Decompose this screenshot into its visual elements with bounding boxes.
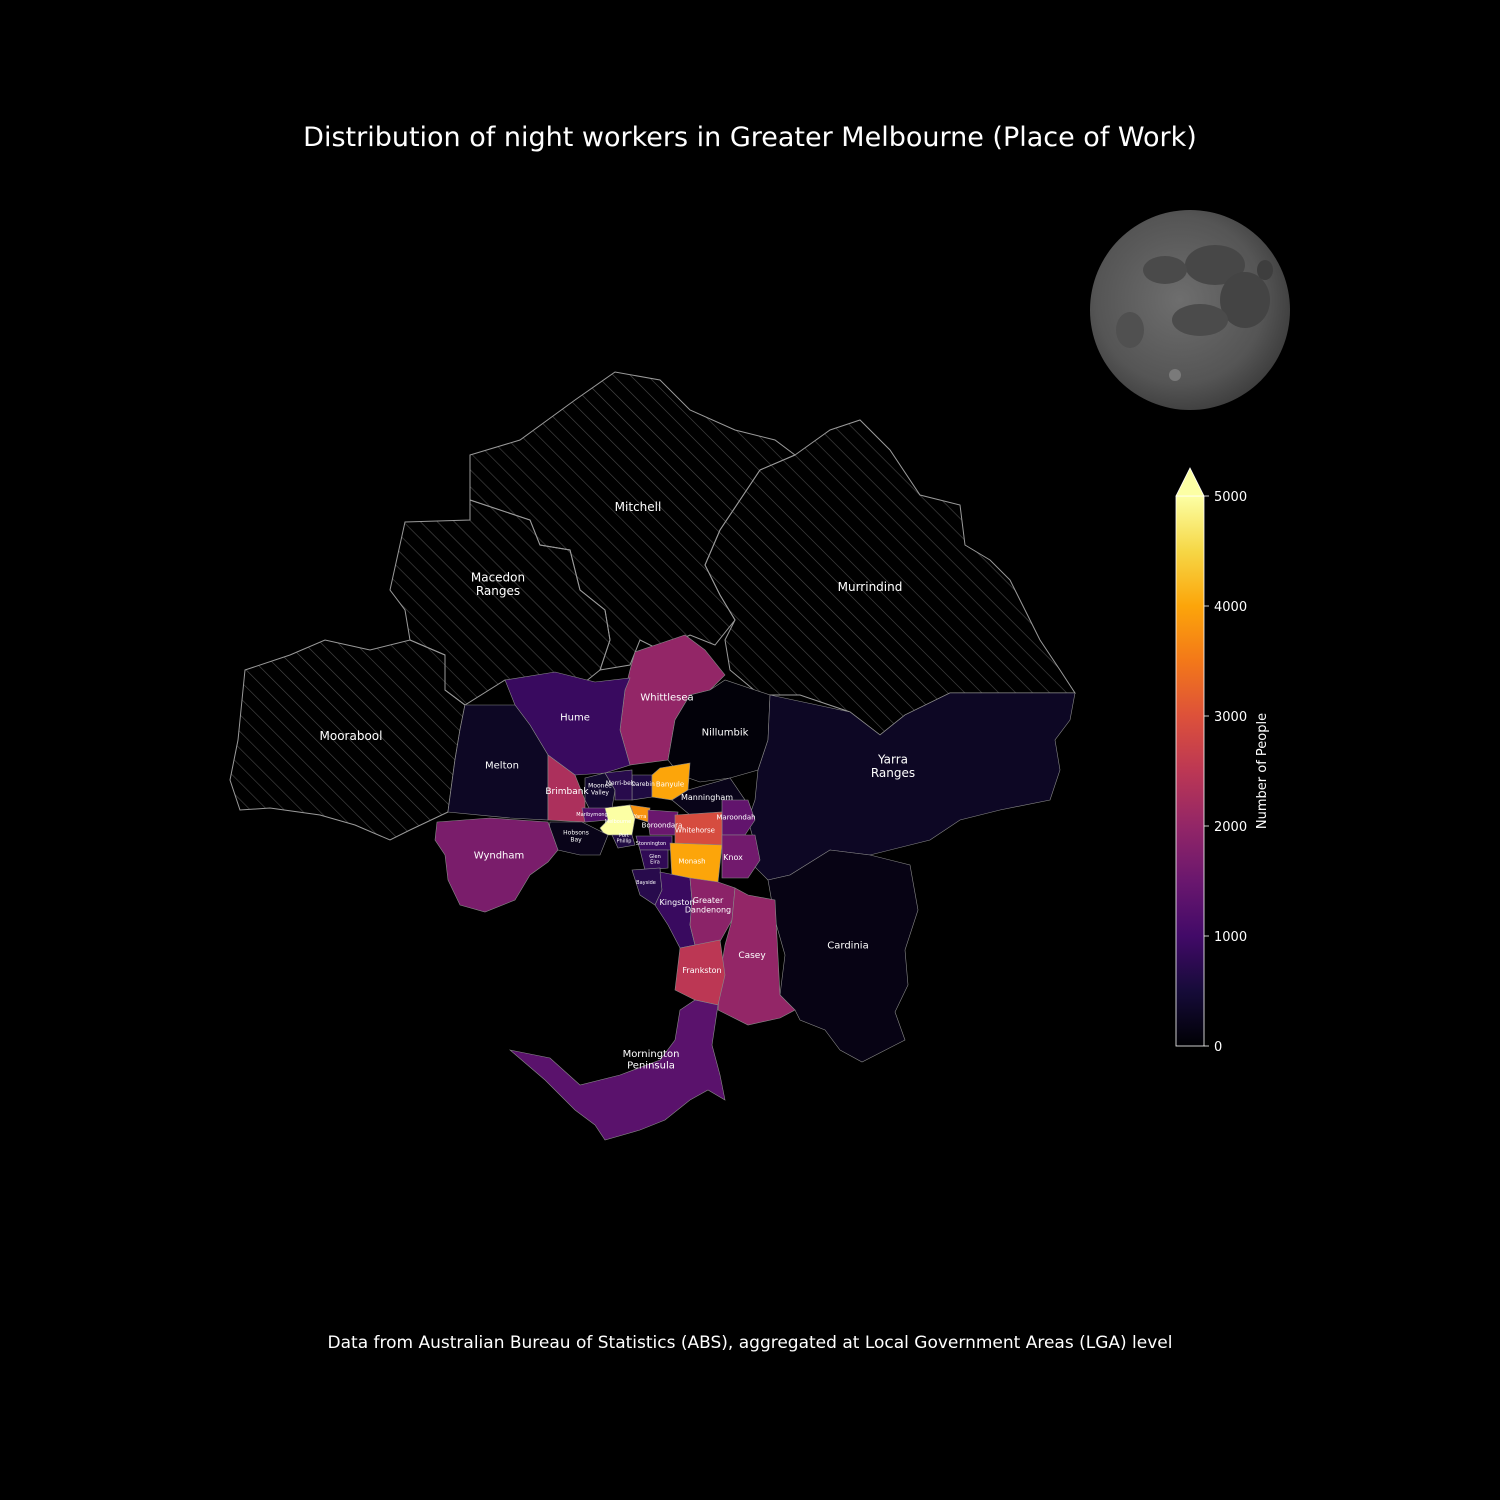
lga-label-melbourne: Melbourne	[605, 819, 631, 825]
lga-region-glen-eira	[639, 849, 669, 871]
lga-regions	[229, 371, 1076, 1141]
colorbar-tick-label: 4000	[1214, 600, 1247, 615]
colorbar-gradient	[1175, 495, 1205, 1047]
lga-label-hume: Hume	[560, 713, 590, 724]
lga-label-knox: Knox	[723, 853, 743, 862]
data-source-footer: Data from Australian Bureau of Statistic…	[327, 1333, 1173, 1353]
lga-label-banyule: Banyule	[656, 780, 684, 788]
lga-label-melton: Melton	[485, 761, 519, 772]
lga-label-frankston: Frankston	[682, 966, 721, 975]
lga-label-maroondah: Maroondah	[716, 813, 755, 821]
lga-label-whitehorse: Whitehorse	[675, 826, 715, 834]
lga-region-knox	[721, 834, 761, 879]
lga-label-hobsons-bay: Hobsons Bay	[563, 830, 589, 844]
lga-label-boroondara: Boroondara	[642, 821, 683, 829]
lga-label-merri-bek: Merri-bek	[606, 780, 635, 787]
colorbar-tick-label: 0	[1214, 1040, 1222, 1055]
colorbar-tick-label: 3000	[1214, 710, 1247, 725]
lga-label-yarra-ranges: Yarra Ranges	[871, 752, 915, 780]
lga-region-port-phillip	[611, 834, 636, 849]
lga-label-moonee-valley: Moonee Valley	[588, 783, 612, 797]
lga-label-glen-eira: Glen Eira	[649, 854, 661, 866]
lga-label-macedon-ranges: Macedon Ranges	[471, 570, 525, 598]
lga-label-mitchell: Mitchell	[615, 500, 662, 514]
lga-label-moorabool: Moorabool	[320, 729, 383, 743]
lga-label-whittlesea: Whittlesea	[640, 693, 693, 704]
lga-label-maribyrnong: Maribyrnong	[576, 812, 608, 818]
lga-label-cardinia: Cardinia	[827, 941, 868, 952]
moon-image	[1090, 210, 1290, 410]
lga-label-monash: Monash	[678, 857, 705, 865]
lga-label-nillumbik: Nillumbik	[702, 728, 749, 739]
colorbar-tick-label: 2000	[1214, 820, 1247, 835]
lga-label-yarra: Yarra	[633, 814, 647, 820]
lga-label-manningham: Manningham	[681, 793, 733, 802]
lga-label-mornington-peninsula: Mornington Peninsula	[623, 1049, 680, 1072]
lga-label-bayside: Bayside	[636, 880, 656, 886]
lga-label-stonnington: Stonnington	[636, 841, 666, 847]
colorbar-label: Number of People	[1255, 713, 1270, 829]
colorbar-extend-arrow	[1175, 467, 1205, 497]
lga-region-mornington-peninsula	[508, 999, 726, 1141]
colorbar-tick-label: 1000	[1214, 930, 1247, 945]
map-title: Distribution of night workers in Greater…	[303, 122, 1197, 153]
lga-region-yarra-ranges	[747, 692, 1076, 881]
lga-label-port-phillip: Port Phillip	[617, 833, 632, 845]
lga-label-kingston: Kingston	[660, 898, 695, 907]
lga-region-merri-bek	[604, 769, 633, 801]
lga-region-boroondara	[647, 809, 679, 836]
lga-region-casey	[717, 887, 796, 1026]
lga-label-greater-dandenong: Greater Dandenong	[685, 896, 731, 914]
lga-label-wyndham: Wyndham	[474, 851, 525, 862]
lga-region-nillumbik	[667, 679, 771, 783]
colorbar-tick-label: 5000	[1214, 490, 1247, 505]
lga-label-murrindind: Murrindind	[838, 580, 903, 594]
lga-region-wyndham	[434, 817, 559, 913]
lga-labels: Mitchell Macedon Ranges Murrindind Moorabool…	[320, 500, 916, 1071]
lga-label-casey: Casey	[738, 951, 766, 961]
lga-label-darebin: Darebin	[631, 781, 655, 788]
lga-region-cardinia	[767, 849, 919, 1063]
lga-label-brimbank: Brimbank	[545, 787, 589, 797]
colorbar: 0 1000 2000 3000 4000 5000 Number of People	[1175, 467, 1270, 1055]
